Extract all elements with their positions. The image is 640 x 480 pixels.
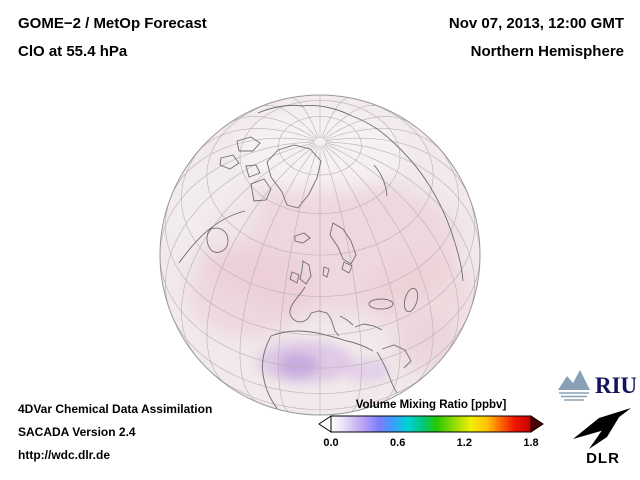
colorbar-left-arrow: [318, 415, 332, 433]
tick-1: 0.6: [390, 437, 406, 449]
url-label: http://wdc.dlr.de: [18, 448, 110, 462]
coastline-denmark: [322, 266, 330, 278]
graticule-lines: [160, 95, 480, 415]
tick-2: 1.2: [456, 437, 472, 449]
coastline-caspian-sea: [403, 287, 419, 313]
coastline-arctic-island-1: [236, 136, 261, 152]
coastline-red-sea: [376, 351, 398, 394]
graticule-grid: [160, 95, 480, 415]
globe-rim: [159, 94, 481, 416]
coastline-baltic: [341, 261, 353, 274]
datetime-label: Nov 07, 2013, 12:00 GMT: [448, 15, 624, 32]
coastline-ireland: [289, 271, 300, 284]
coastline-britain: [299, 260, 312, 285]
coastline-north-africa: [270, 330, 374, 352]
hemisphere-label: Northern Hemisphere: [470, 43, 624, 60]
coastline-iceland: [294, 232, 311, 244]
coastline-siberia: [351, 115, 464, 282]
colorbar-right-arrow: [530, 415, 544, 433]
coastline-arctic-island-2: [219, 154, 240, 170]
coastline-italy: [310, 310, 340, 337]
coastline-hudson-bay: [206, 227, 229, 253]
coastline-north-america: [178, 210, 246, 264]
colorbar-tick-labels: 0.0 0.6 1.2 1.8: [317, 437, 545, 451]
coastline-africa-west: [262, 335, 280, 412]
coastline-baffin: [250, 178, 272, 202]
riu-logo: RIU: [558, 370, 636, 401]
coastline-arabia: [381, 344, 412, 369]
coastline-novaya-zemlya: [373, 164, 388, 197]
globe-field: [160, 95, 480, 415]
coastline-turkey: [354, 323, 383, 331]
quantity-title: ClO at 55.4 hPa: [18, 43, 128, 60]
tint-southeast: [394, 321, 466, 373]
version-label: SACADA Version 2.4: [18, 425, 136, 439]
assimilation-label: 4DVar Chemical Data Assimilation: [18, 402, 213, 416]
dlr-wing-upper: [573, 408, 631, 439]
coastline-arctic-island-3: [245, 164, 261, 178]
riu-mountain-icon: [558, 370, 590, 390]
tint-west: [188, 246, 312, 338]
colorbar-gradient-bar: [330, 415, 532, 433]
coastline-iberia: [289, 286, 312, 323]
coastline-black-sea: [368, 298, 394, 310]
dlr-emblem-icon: [573, 408, 631, 449]
product-title: GOME−2 / MetOp Forecast: [18, 15, 207, 32]
tint-east: [365, 254, 475, 338]
tick-3: 1.8: [523, 437, 539, 449]
dlr-wing-lower: [589, 414, 621, 449]
coastline-adriatic: [339, 315, 354, 326]
tint-purple-core: [278, 353, 318, 377]
coastlines: [178, 104, 464, 412]
colorbar-title: Volume Mixing Ratio [ppbv]: [355, 399, 507, 411]
coastline-greenland: [266, 144, 322, 209]
tint-pale-west: [160, 166, 260, 250]
tick-0: 0.0: [323, 437, 339, 449]
coastline-scandinavia: [329, 222, 357, 265]
colorbar: [318, 415, 544, 433]
dlr-logo-text: DLR: [586, 450, 620, 467]
coastline-arctic-rim: [257, 104, 353, 117]
riu-logo-text: RIU: [595, 373, 636, 398]
